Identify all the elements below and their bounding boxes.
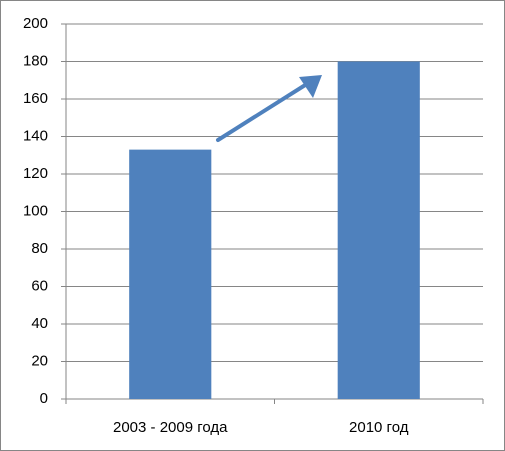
y-tick-label: 120 [23, 165, 48, 182]
x-tick-label: 2003 - 2009 года [113, 419, 228, 436]
arrow-shaft [216, 80, 312, 142]
y-tick-label: 200 [23, 15, 48, 32]
y-tick-label: 20 [31, 352, 48, 369]
arrow-head [299, 75, 322, 98]
plot-area: 0 20 40 60 80 100 120 140 160 180 200 2003 - 2009 г… [23, 15, 484, 436]
y-tick-label: 0 [40, 390, 48, 407]
trend-arrow [216, 75, 322, 142]
y-tick-label: 140 [23, 127, 48, 144]
bar [337, 61, 420, 399]
bar [129, 149, 212, 399]
y-tick-label: 180 [23, 52, 48, 69]
y-tick-label: 160 [23, 90, 48, 107]
y-tick-label: 40 [31, 315, 48, 332]
y-tick-label: 80 [31, 240, 48, 257]
y-tick-label: 100 [23, 202, 48, 219]
y-tick-label: 60 [31, 277, 48, 294]
x-tick-label: 2010 год [349, 419, 409, 436]
